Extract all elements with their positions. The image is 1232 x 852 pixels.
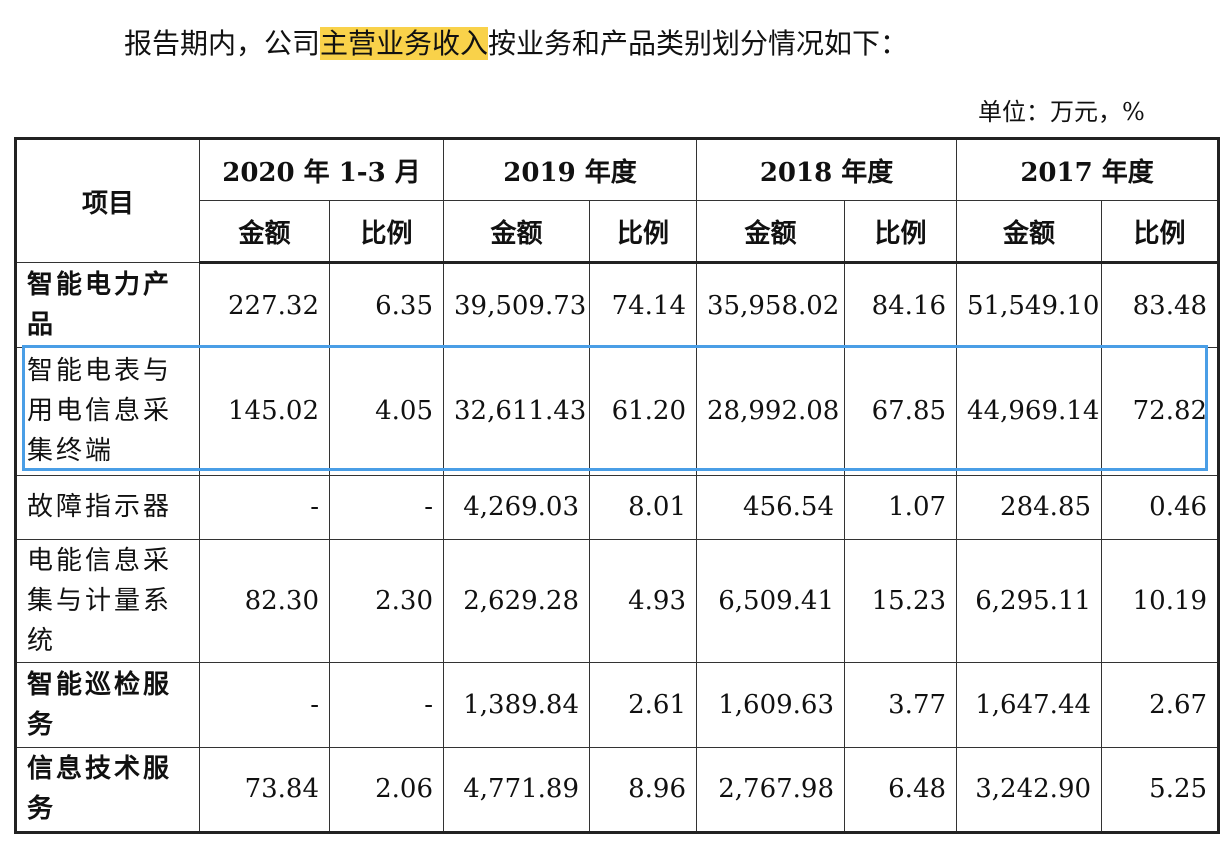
header-item: 项目	[15, 138, 200, 263]
amount-cell: -	[199, 661, 330, 748]
amount-cell: 1,609.63	[696, 661, 846, 748]
header-period-4: 2017 年度	[956, 138, 1220, 201]
amount-cell: 3,242.90	[956, 746, 1103, 834]
amount-cell: 82.30	[199, 539, 330, 663]
amount-cell: 145.02	[199, 347, 330, 476]
ratio-cell: 2.30	[329, 539, 444, 663]
ratio-cell: 72.82	[1101, 347, 1220, 476]
header-amount: 金额	[696, 200, 846, 264]
ratio-cell: 84.16	[844, 261, 958, 349]
ratio-cell: 2.61	[588, 661, 698, 748]
ratio-cell: 83.48	[1101, 261, 1220, 349]
header-ratio: 比例	[844, 200, 958, 264]
amount-cell: 227.32	[199, 261, 330, 349]
header-amount: 金额	[956, 200, 1103, 264]
table-row: 智能电表与用电信息采集终端 145.02 4.05 32,611.43 61.20 28,…	[15, 347, 1220, 476]
amount-cell: 4,269.03	[443, 474, 590, 541]
amount-cell: 456.54	[696, 474, 846, 541]
amount-cell: 32,611.43	[443, 347, 590, 476]
header-ratio: 比例	[329, 200, 444, 264]
row-label: 故障指示器	[15, 474, 200, 541]
intro-after: 按业务和产品类别划分情况如下：	[488, 27, 909, 60]
amount-cell: 35,958.02	[696, 261, 846, 349]
ratio-cell: 67.85	[844, 347, 958, 476]
ratio-cell: 2.67	[1101, 661, 1220, 748]
ratio-cell: 1.07	[844, 474, 958, 541]
amount-cell: 1,647.44	[956, 661, 1103, 748]
amount-cell: -	[199, 474, 330, 541]
header-ratio: 比例	[588, 200, 698, 264]
table-row: 故障指示器 - -4,269.03 8.01 456.54 1.07 284.85 0.46	[15, 474, 1220, 541]
row-label: 智能电力产品	[15, 261, 200, 349]
table-row: 智能巡检服务 - -1,389.84 2.61 1,609.63 3.77 1,647.44…	[15, 661, 1220, 748]
table-row: 电能信息采集与计量系统 82.30 2.30 2,629.28 4.93 6,509.41…	[15, 539, 1220, 663]
ratio-cell: 10.19	[1101, 539, 1220, 663]
amount-cell: 51,549.10	[956, 261, 1103, 349]
ratio-cell: 15.23	[844, 539, 958, 663]
amount-cell: 284.85	[956, 474, 1103, 541]
row-label: 信息技术服务	[15, 746, 200, 834]
intro-text: 报告期内，公司主营业务收入按业务和产品类别划分情况如下：	[124, 22, 908, 66]
row-label: 电能信息采集与计量系统	[15, 539, 200, 663]
revenue-table: 项目 2020 年 1-3 月 2019 年度 2018 年度 2017 年度 …	[14, 137, 1221, 834]
ratio-cell: 61.20	[588, 347, 698, 476]
ratio-cell: 2.06	[329, 746, 444, 834]
amount-cell: 28,992.08	[696, 347, 846, 476]
amount-cell: 39,509.73	[443, 261, 590, 349]
amount-cell: 2,629.28	[443, 539, 590, 663]
ratio-cell: -	[329, 661, 444, 748]
amount-cell: 1,389.84	[443, 661, 590, 748]
ratio-cell: -	[329, 474, 444, 541]
ratio-cell: 8.96	[588, 746, 698, 834]
header-amount: 金额	[199, 200, 330, 264]
header-period-2: 2019 年度	[442, 138, 698, 201]
row-label: 智能电表与用电信息采集终端	[15, 347, 200, 476]
table-row: 信息技术服务 73.84 2.06 4,771.89 8.96 2,767.98 6.48 3…	[15, 746, 1220, 834]
ratio-cell: 8.01	[588, 474, 698, 541]
ratio-cell: 3.77	[844, 661, 958, 748]
ratio-cell: 74.14	[588, 261, 698, 349]
header-period-3: 2018 年度	[696, 138, 958, 201]
amount-cell: 44,969.14	[956, 347, 1103, 476]
ratio-cell: 4.93	[588, 539, 698, 663]
amount-cell: 6,509.41	[696, 539, 846, 663]
table-row: 智能电力产品 227.32 6.35 39,509.73 74.14 35,958.02 8…	[15, 261, 1220, 349]
header-ratio: 比例	[1101, 200, 1220, 264]
row-label: 智能巡检服务	[15, 661, 200, 748]
amount-cell: 6,295.11	[956, 539, 1103, 663]
amount-cell: 4,771.89	[443, 746, 590, 834]
amount-cell: 73.84	[199, 746, 330, 834]
ratio-cell: 6.35	[329, 261, 444, 349]
header-period-1: 2020 年 1-3 月	[199, 138, 444, 201]
intro-highlight: 主营业务收入	[320, 27, 489, 60]
unit-label: 单位：万元，%	[978, 98, 1145, 126]
header-amount: 金额	[443, 200, 590, 264]
ratio-cell: 0.46	[1101, 474, 1220, 541]
ratio-cell: 4.05	[329, 347, 444, 476]
ratio-cell: 5.25	[1101, 746, 1220, 834]
amount-cell: 2,767.98	[696, 746, 846, 834]
intro-before: 报告期内，公司	[124, 27, 321, 60]
ratio-cell: 6.48	[844, 746, 958, 834]
